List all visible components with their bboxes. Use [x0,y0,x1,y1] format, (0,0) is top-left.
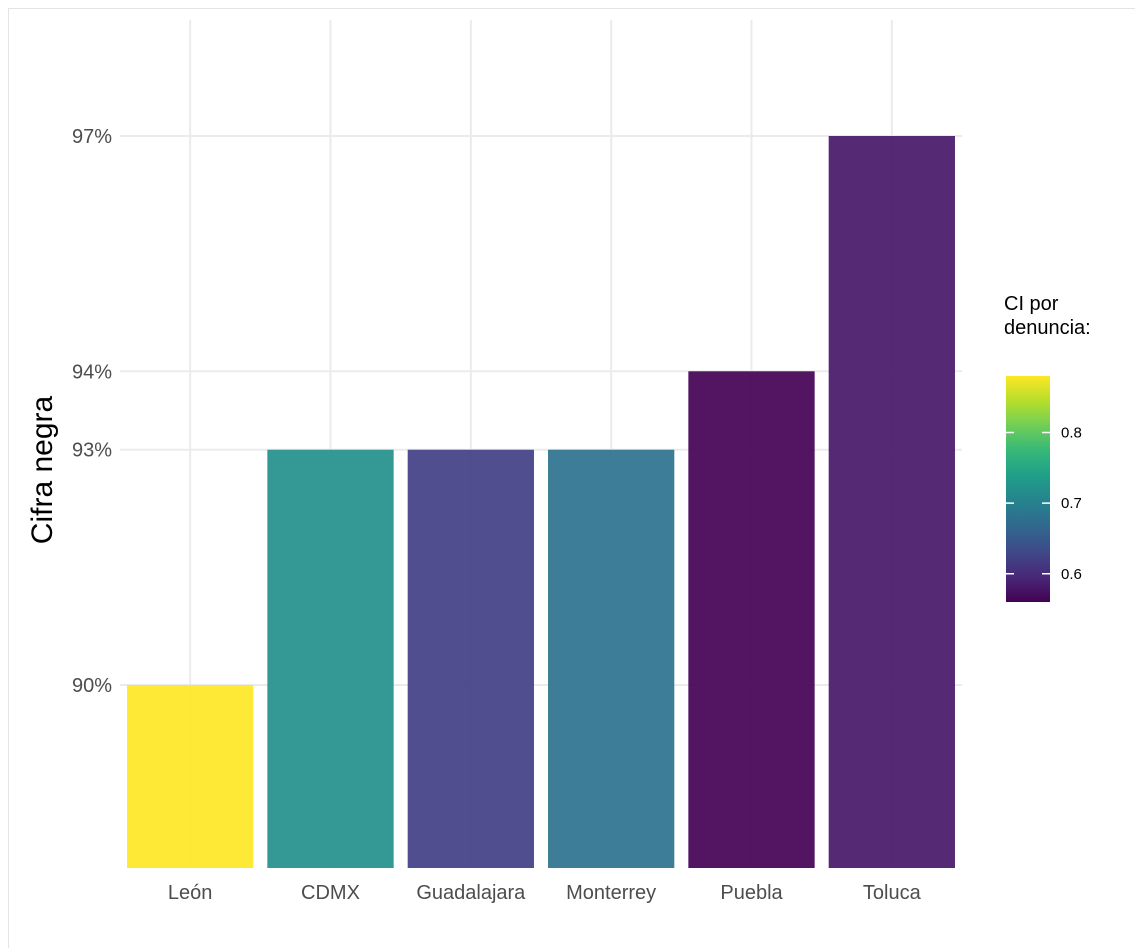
x-tick-label: León [168,882,213,904]
bar [407,449,534,868]
x-tick-label: Guadalajara [416,882,526,904]
y-axis-ticks: 90% 93% 94% 97% [72,126,112,697]
bar [548,449,675,868]
legend-title: CI por [1004,293,1059,315]
bar [127,685,254,868]
chart-frame [8,8,1135,948]
y-tick-label: 97% [72,126,112,148]
legend-colorbar [1006,376,1050,602]
legend-tick-label: 0.8 [1061,425,1082,442]
legend-tick-label: 0.6 [1061,566,1082,583]
x-tick-label: Monterrey [566,882,656,904]
bar [267,449,394,868]
x-tick-label: Puebla [720,882,783,904]
bar [828,136,955,868]
x-tick-label: Toluca [863,882,922,904]
bar [688,371,815,868]
legend-title: denuncia: [1004,317,1091,339]
x-axis-ticks: León CDMX Guadalajara Monterrey Puebla Toluca [168,882,922,904]
x-tick-label: CDMX [301,882,360,904]
bars [127,136,955,868]
y-axis-label: Cifra negra [26,395,59,544]
y-tick-label: 93% [72,440,112,462]
legend-tick-label: 0.7 [1061,495,1082,512]
y-tick-label: 90% [72,675,112,697]
y-tick-label: 94% [72,361,112,383]
